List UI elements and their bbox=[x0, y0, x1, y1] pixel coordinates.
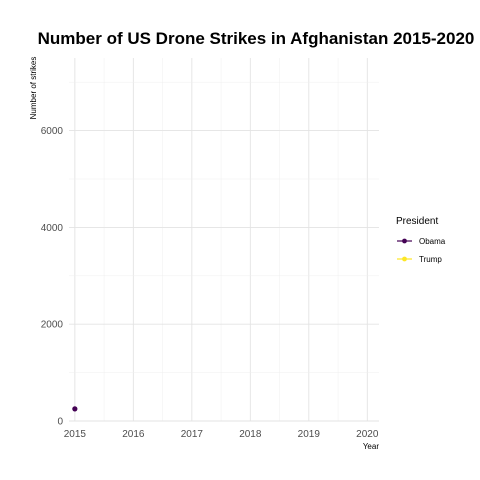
grid bbox=[69, 58, 379, 422]
x-tick-label: 2016 bbox=[122, 429, 145, 440]
legend-label: Obama bbox=[419, 237, 446, 246]
y-axis-label: Number of strikes bbox=[29, 57, 38, 120]
x-tick-label: 2017 bbox=[181, 429, 204, 440]
x-axis-label: Year bbox=[363, 442, 380, 451]
x-tick-label: 2020 bbox=[356, 429, 379, 440]
y-tick-label: 6000 bbox=[41, 126, 64, 137]
legend-label: Trump bbox=[419, 255, 442, 264]
legend-key-point bbox=[402, 238, 407, 244]
x-tick-label: 2019 bbox=[298, 429, 321, 440]
data-point bbox=[72, 406, 78, 412]
y-tick-label: 2000 bbox=[41, 320, 64, 331]
y-tick-label: 4000 bbox=[41, 223, 64, 234]
x-tick-label: 2015 bbox=[64, 429, 87, 440]
plot-area bbox=[72, 406, 78, 412]
legend-title: President bbox=[396, 216, 438, 227]
legend: President Obama Trump bbox=[396, 216, 446, 264]
axis-ticks: 2015 2016 2017 2018 2019 2020 0 2000 4000 6000 bbox=[41, 126, 379, 440]
chart-title: Number of US Drone Strikes in Afghanista… bbox=[38, 29, 475, 48]
x-tick-label: 2018 bbox=[239, 429, 262, 440]
y-tick-label: 0 bbox=[57, 417, 63, 428]
legend-key-point bbox=[402, 256, 407, 262]
